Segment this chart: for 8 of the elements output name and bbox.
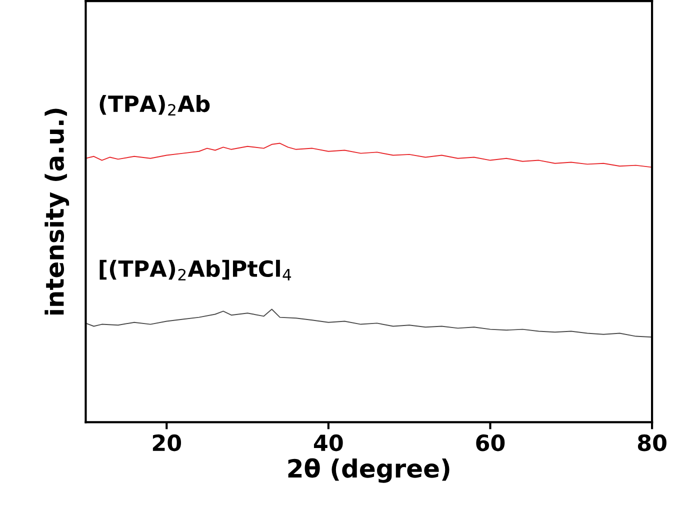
y-axis-title: intensity (a.u.) (44, 108, 70, 314)
series-label: (TPA)$_{2}$Ab (100, 94, 210, 116)
x-tick-label: 40 (314, 434, 343, 452)
x-tick-label: 60 (476, 434, 505, 452)
series-label: [(TPA)$_{2}$Ab]PtCl$_{4}$ (100, 260, 292, 280)
x-tick-label: 20 (152, 434, 182, 452)
x-tick-label: 80 (638, 434, 666, 452)
x-axis-title: 2θ (degree) (288, 458, 450, 483)
